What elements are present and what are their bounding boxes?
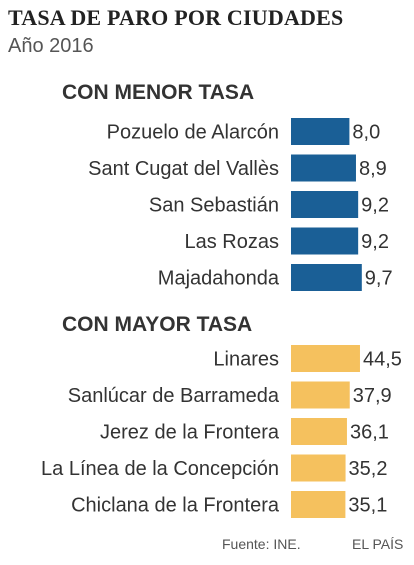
bar: [291, 345, 360, 372]
category-label: Chiclana de la Frontera: [71, 495, 280, 517]
value-label: 35,2: [349, 458, 388, 480]
category-label: Majadahonda: [158, 268, 280, 290]
bar: [291, 191, 359, 218]
bar: [291, 264, 362, 291]
group-heading-low: CON MENOR TASA: [62, 81, 255, 104]
value-label: 37,9: [353, 385, 392, 407]
chart-subtitle: Año 2016: [8, 35, 94, 57]
bar: [291, 381, 350, 409]
value-label: 35,1: [348, 495, 387, 517]
value-label: 9,2: [361, 195, 389, 217]
bar: [291, 118, 350, 145]
bar: [291, 491, 346, 518]
category-label: San Sebastián: [149, 195, 279, 217]
group-heading-high: CON MAYOR TASA: [62, 313, 253, 336]
category-label: Pozuelo de Alarcón: [107, 122, 279, 144]
value-label: 9,2: [361, 231, 389, 253]
source-label: Fuente: INE.: [222, 536, 301, 552]
bar: [291, 227, 359, 255]
bar-group-low: Pozuelo de Alarcón 8,0 Sant Cugat del Vall…: [88, 118, 393, 291]
bar: [291, 418, 347, 445]
bar-group-high: Linares 44,5 Sanlúcar de Barrameda 37,9 Jere…: [41, 345, 402, 518]
chart-title: TASA DE PARO POR CIUDADES: [8, 5, 344, 30]
value-label: 36,1: [350, 422, 389, 444]
bar: [291, 154, 356, 182]
value-label: 9,7: [365, 268, 393, 290]
category-label: Linares: [213, 349, 279, 371]
value-label: 8,0: [352, 122, 380, 144]
value-label: 44,5: [363, 349, 402, 371]
category-label: Sant Cugat del Vallès: [88, 158, 279, 180]
value-label: 8,9: [359, 158, 387, 180]
bar: [291, 454, 346, 482]
category-label: Las Rozas: [185, 231, 280, 253]
category-label: La Línea de la Concepción: [41, 458, 279, 480]
category-label: Sanlúcar de Barrameda: [68, 385, 280, 407]
category-label: Jerez de la Frontera: [100, 422, 280, 444]
brand-label: EL PAÍS: [352, 536, 404, 552]
